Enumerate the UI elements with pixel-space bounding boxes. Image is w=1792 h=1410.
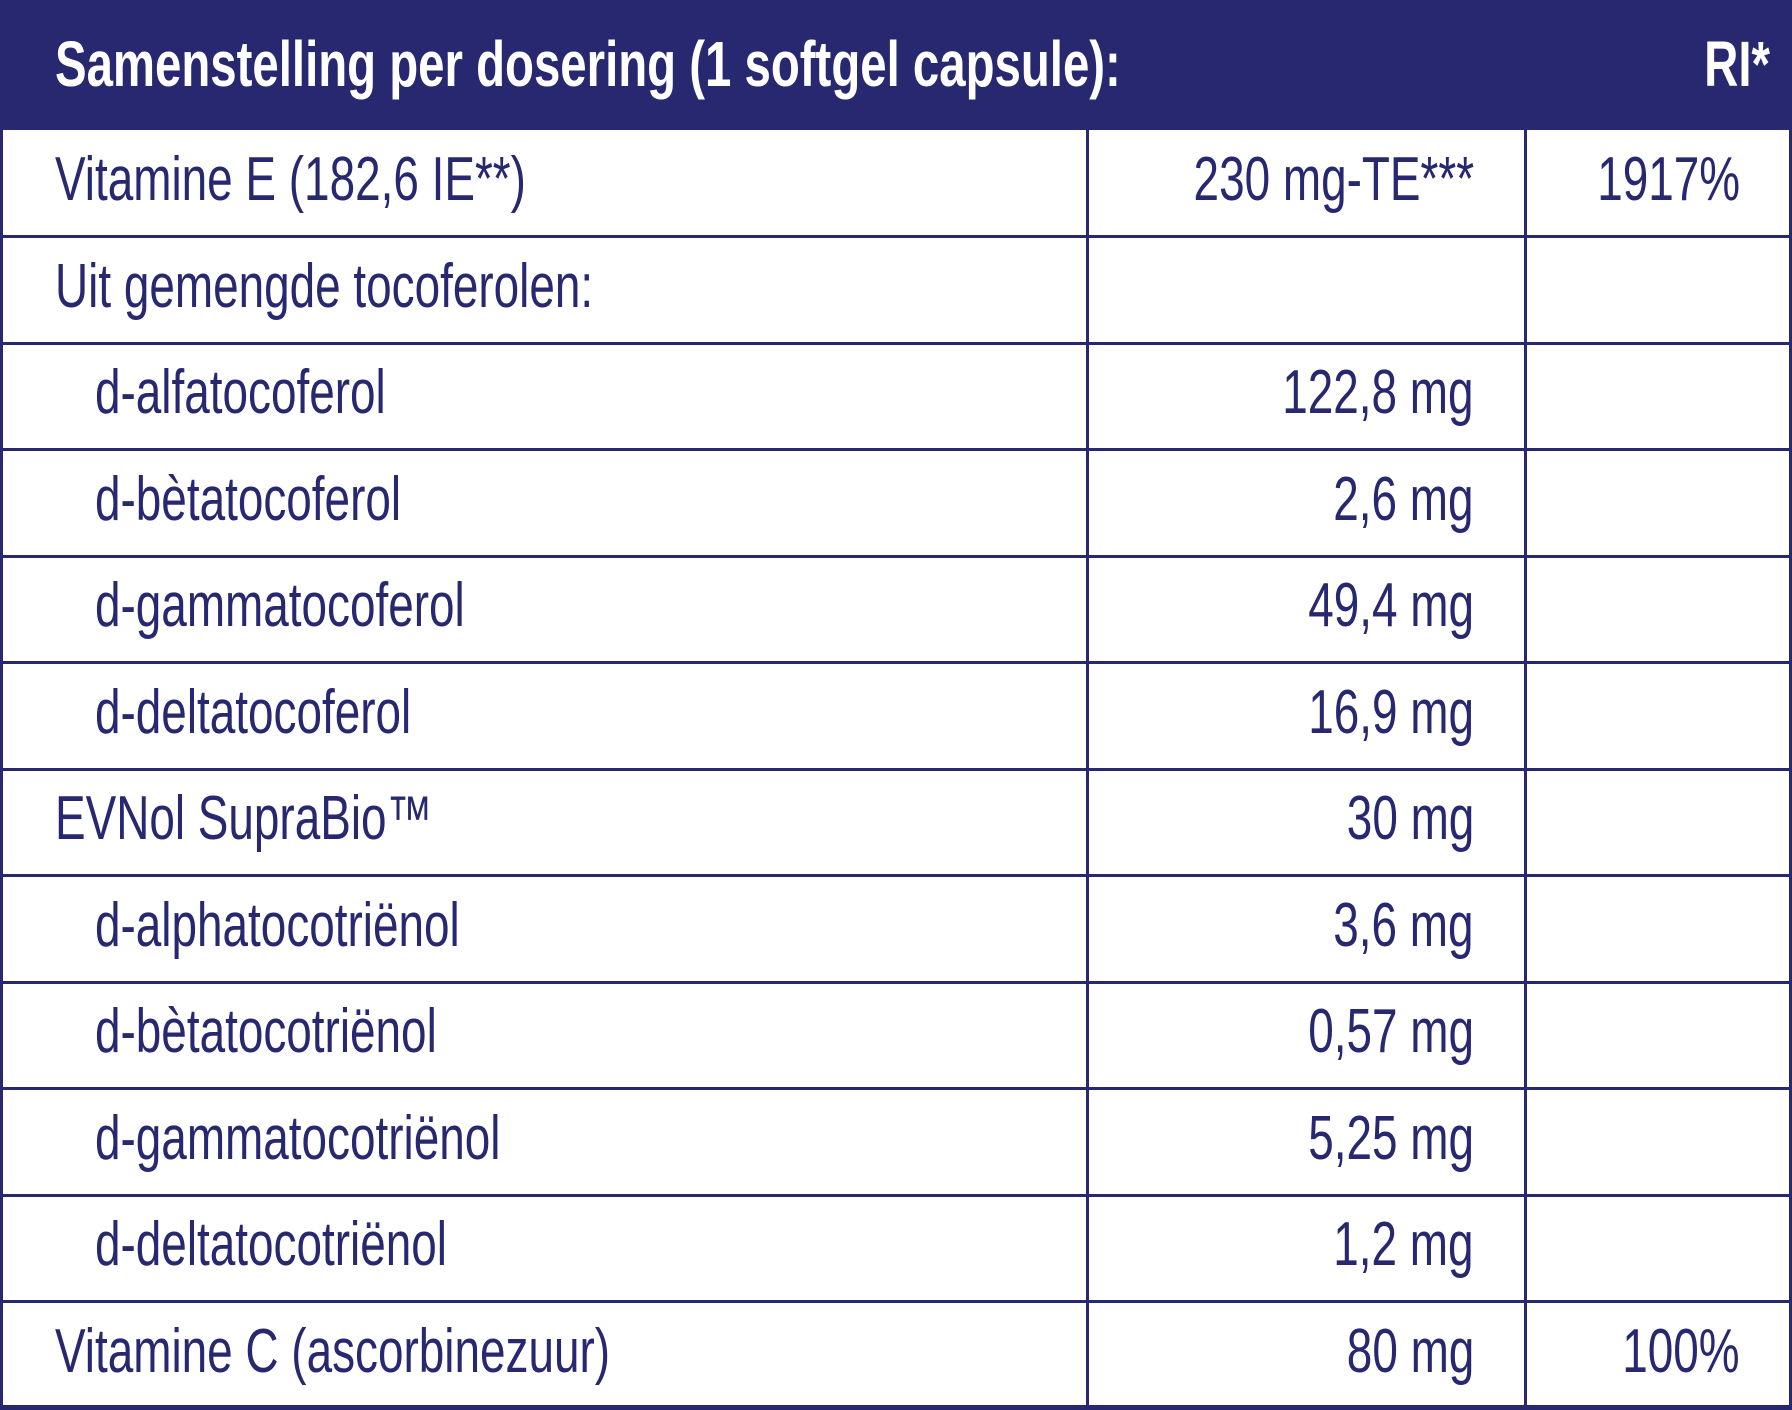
- row-divider: [0, 1193, 1792, 1197]
- sub-ingredient-name: d-deltatocotriënol: [95, 1214, 571, 1276]
- amount-text: 30 mg: [1346, 784, 1474, 854]
- table-border: [0, 0, 3, 1408]
- amount-text: 2,6 mg: [1333, 464, 1474, 534]
- amount: 230 mg-TE***: [1095, 149, 1474, 211]
- ingredient-name-text: Vitamine C (ascorbinezuur): [55, 1316, 611, 1386]
- table-header: Samenstelling per dosering (1 softgel ca…: [0, 0, 1792, 130]
- column-divider: [1524, 130, 1527, 1408]
- header-title: Samenstelling per dosering (1 softgel ca…: [55, 32, 1495, 96]
- amount: 16,9 mg: [1250, 677, 1474, 747]
- sub-ingredient-name-text: d-deltatocotriënol: [95, 1210, 447, 1280]
- column-divider: [1086, 130, 1089, 1408]
- sub-ingredient-name-text: d-alfatocoferol: [95, 358, 386, 428]
- ingredient-name: Uit gemengde tocoferolen:: [55, 251, 782, 321]
- ri-value: 100%: [1581, 1316, 1740, 1386]
- row-divider: [0, 661, 1792, 664]
- ri-value-text: 1917%: [1597, 145, 1740, 215]
- header-ri-text: RI*: [1704, 28, 1770, 100]
- amount-text: 3,6 mg: [1333, 890, 1474, 960]
- row-divider: [0, 235, 1792, 238]
- table-border: [0, 1405, 1792, 1408]
- sub-ingredient-name: d-deltatocoferol: [95, 677, 522, 747]
- row-divider: [0, 341, 1792, 345]
- sub-ingredient-name-text: d-gammatocoferol: [95, 571, 465, 641]
- ri-value-text: 100%: [1622, 1316, 1740, 1386]
- sub-ingredient-name: d-alfatocoferol: [95, 362, 488, 424]
- sub-ingredient-name: d-alphatocotriënol: [95, 890, 588, 960]
- header-ri: RI*: [1681, 32, 1770, 96]
- amount: 0,57 mg: [1250, 1001, 1474, 1063]
- row-divider: [0, 1300, 1792, 1303]
- ingredient-name: EVNol SupraBio™: [55, 788, 565, 850]
- amount-text: 0,57 mg: [1308, 997, 1474, 1067]
- amount: 1,2 mg: [1284, 1214, 1474, 1276]
- ingredient-name-text: Uit gemengde tocoferolen:: [55, 251, 594, 321]
- ingredient-name: Vitamine E (182,6 IE**): [55, 149, 691, 211]
- amount: 3,6 mg: [1284, 890, 1474, 960]
- sub-ingredient-name: d-bètatocotriënol: [95, 1001, 557, 1063]
- amount: 80 mg: [1302, 1316, 1474, 1386]
- amount: 122,8 mg: [1215, 362, 1474, 424]
- ingredient-name: Vitamine C (ascorbinezuur): [55, 1316, 805, 1386]
- sub-ingredient-name-text: d-bètatocotriënol: [95, 997, 437, 1067]
- amount-text: 5,25 mg: [1308, 1103, 1474, 1173]
- sub-ingredient-name: d-gammatocoferol: [95, 575, 595, 637]
- table-border: [1789, 0, 1792, 1408]
- amount-text: 16,9 mg: [1308, 677, 1474, 747]
- row-divider: [0, 874, 1792, 877]
- sub-ingredient-name: d-bètatocoferol: [95, 464, 509, 534]
- amount-text: 80 mg: [1346, 1316, 1474, 1386]
- amount: 2,6 mg: [1284, 464, 1474, 534]
- sub-ingredient-name-text: d-gammatocotriënol: [95, 1103, 501, 1173]
- row-divider: [0, 554, 1792, 558]
- sub-ingredient-name-text: d-alphatocotriënol: [95, 890, 460, 960]
- ingredient-name-text: Vitamine E (182,6 IE**): [55, 145, 526, 215]
- amount: 30 mg: [1302, 788, 1474, 850]
- row-divider: [0, 448, 1792, 451]
- amount-text: 1,2 mg: [1333, 1210, 1474, 1280]
- ingredient-name-text: EVNol SupraBio™: [55, 784, 433, 854]
- sub-ingredient-name: d-gammatocotriënol: [95, 1103, 643, 1173]
- row-divider: [0, 980, 1792, 984]
- ri-value: 1917%: [1547, 149, 1740, 211]
- amount-text: 230 mg-TE***: [1193, 145, 1474, 215]
- amount-text: 122,8 mg: [1282, 358, 1474, 428]
- sub-ingredient-name-text: d-bètatocoferol: [95, 464, 402, 534]
- amount-text: 49,4 mg: [1308, 571, 1474, 641]
- row-divider: [0, 1087, 1792, 1090]
- amount: 49,4 mg: [1250, 575, 1474, 637]
- amount: 5,25 mg: [1250, 1103, 1474, 1173]
- header-title-text: Samenstelling per dosering (1 softgel ca…: [55, 28, 1121, 100]
- row-divider: [0, 767, 1792, 771]
- sub-ingredient-name-text: d-deltatocoferol: [95, 677, 412, 747]
